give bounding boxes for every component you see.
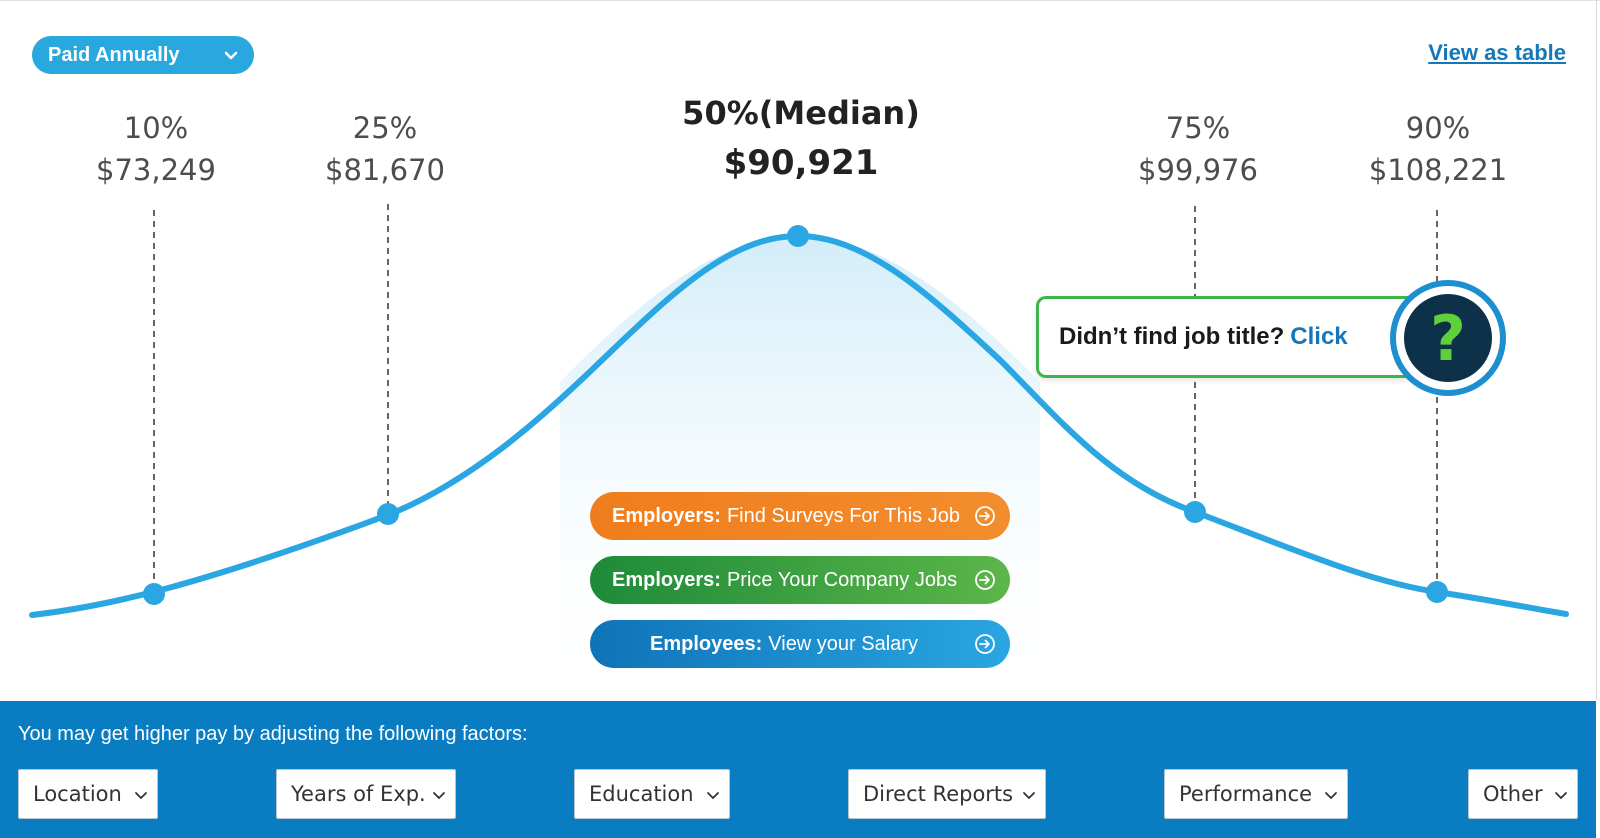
percentile-90-amount: $108,221 [1368, 153, 1508, 187]
cta-find-surveys-text: Find Surveys For This Job [726, 504, 960, 527]
factor-label: Other [1483, 782, 1543, 806]
job-title-click-link[interactable]: Click [1290, 323, 1348, 350]
percentile-50-amount: $90,921 [723, 143, 879, 183]
help-question-button[interactable]: ? [1390, 280, 1506, 396]
percentile-75-label: 75% $99,976 [1098, 107, 1298, 191]
percentile-50-percent: 50%(Median) [682, 94, 920, 132]
factor-label: Direct Reports [863, 782, 1014, 806]
pay-period-label: Paid Annually [48, 43, 180, 66]
job-title-prompt-text: Didn’t find job title? [1059, 323, 1285, 350]
factor-direct-reports-dropdown[interactable]: Direct Reports [848, 769, 1046, 819]
percentile-90-dot [1426, 581, 1448, 603]
percentile-10-dot [143, 583, 165, 605]
factor-education-dropdown[interactable]: Education [574, 769, 730, 819]
chevron-down-icon [1325, 792, 1337, 800]
percentile-90-percent: 90% [1405, 111, 1471, 145]
right-divider [1596, 0, 1597, 700]
percentile-50-label: 50%(Median) $90,921 [636, 92, 966, 184]
chevron-down-icon [224, 51, 238, 60]
chevron-down-icon [135, 792, 147, 800]
price-company-jobs-button[interactable]: Employers: Price Your Company Jobs [590, 556, 1010, 604]
job-title-prompt: Didn’t find job title? Click [1036, 296, 1436, 378]
percentile-25-amount: $81,670 [325, 153, 445, 187]
find-surveys-button[interactable]: Employers: Find Surveys For This Job [590, 492, 1010, 540]
view-as-table-link[interactable]: View as table [1428, 40, 1566, 65]
percentile-25-dot [377, 503, 399, 525]
arrow-circle-right-icon [975, 506, 995, 526]
percentile-50-dot [787, 225, 809, 247]
pay-factors-bar: You may get higher pay by adjusting the … [0, 701, 1596, 838]
percentile-75-percent: 75% [1165, 111, 1231, 145]
factor-performance-dropdown[interactable]: Performance [1164, 769, 1348, 819]
percentile-75-dot [1184, 501, 1206, 523]
view-your-salary-button[interactable]: Employees: View your Salary [590, 620, 1010, 668]
arrow-circle-right-icon [975, 634, 995, 654]
factor-location-dropdown[interactable]: Location [18, 769, 158, 819]
chevron-down-icon [707, 792, 719, 800]
top-divider [0, 0, 1600, 4]
percentile-10-amount: $73,249 [96, 153, 216, 187]
cta-view-salary-text: View your Salary [768, 632, 918, 655]
arrow-circle-right-icon [975, 570, 995, 590]
factor-label: Performance [1179, 782, 1313, 806]
question-mark-icon: ? [1404, 294, 1492, 382]
chevron-down-icon [1023, 792, 1035, 800]
cta-price-jobs-text: Price Your Company Jobs [726, 568, 958, 591]
chevron-down-icon [433, 792, 445, 800]
factor-label: Years of Exp. [291, 782, 426, 806]
percentile-90-label: 90% $108,221 [1338, 107, 1538, 191]
cta-employers-label: Employers: [612, 504, 721, 527]
factor-label: Location [33, 782, 122, 806]
factor-label: Education [589, 782, 694, 806]
percentile-25-label: 25% $81,670 [285, 107, 485, 191]
factor-years-of-exp-dropdown[interactable]: Years of Exp. [276, 769, 456, 819]
percentile-25-percent: 25% [352, 111, 418, 145]
percentile-75-amount: $99,976 [1138, 153, 1258, 187]
pay-period-dropdown[interactable]: Paid Annually [32, 36, 254, 74]
chevron-down-icon [1555, 792, 1567, 800]
percentile-10-percent: 10% [123, 111, 189, 145]
factor-other-dropdown[interactable]: Other [1468, 769, 1578, 819]
percentile-10-label: 10% $73,249 [56, 107, 256, 191]
pay-factors-title: You may get higher pay by adjusting the … [18, 723, 528, 745]
cta-employers-label: Employers: [612, 568, 721, 591]
cta-employees-label: Employees: [650, 632, 763, 655]
